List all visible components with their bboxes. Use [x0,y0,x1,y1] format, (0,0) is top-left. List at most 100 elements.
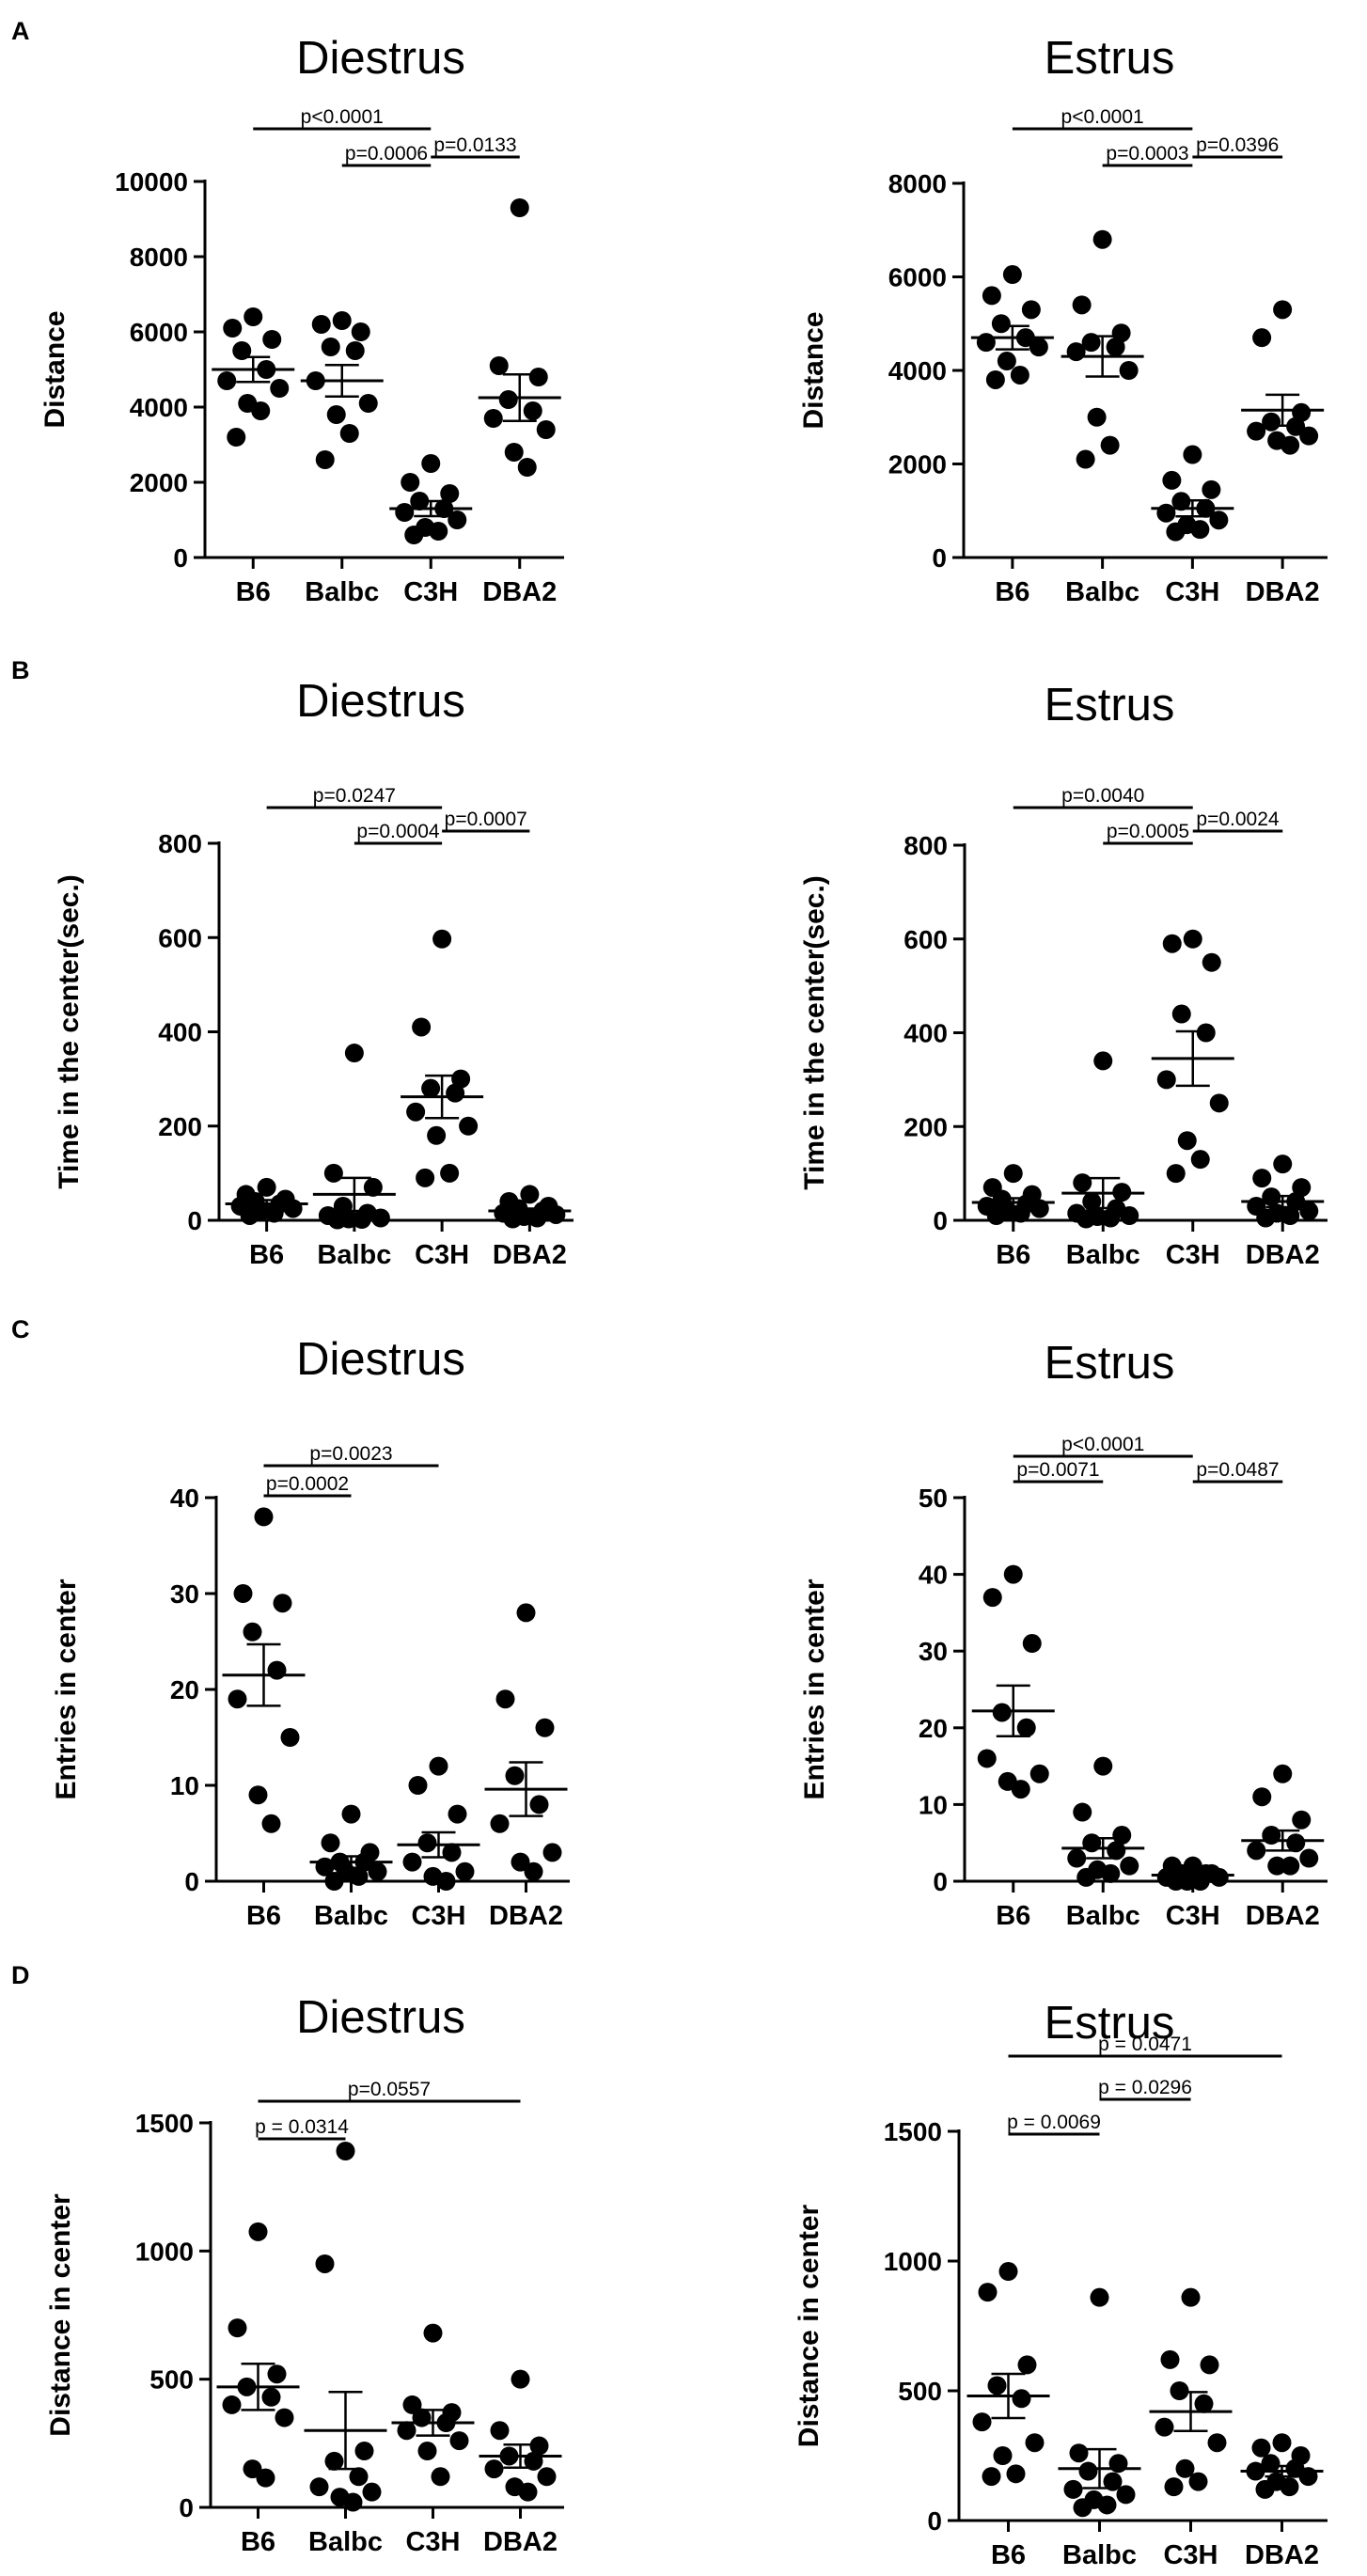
y-axis-label: Entries in center [799,1579,830,1799]
data-point [406,1102,426,1122]
data-point [339,424,359,443]
x-tick-label: Balbc [305,577,379,607]
x-tick-label: Balbc [1062,2540,1137,2570]
data-point [1069,2443,1089,2463]
data-point [1166,522,1186,542]
data-point [1017,2355,1037,2375]
data-point [1261,2454,1281,2474]
data-point [248,1785,268,1805]
data-point [1209,1093,1229,1113]
data-point [1073,2498,1092,2518]
data-point [1076,1867,1096,1887]
data-point [1082,1192,1102,1212]
data-point [431,2467,450,2487]
data-point [1252,328,1272,348]
data-point [1183,445,1202,464]
data-point [524,1861,543,1881]
y-tick-label: 1500 [884,2117,942,2146]
data-point [1073,1173,1092,1193]
y-tick-label: 4000 [888,356,947,385]
data-point [546,1204,566,1224]
data-point [520,1185,540,1204]
data-point [1247,421,1266,441]
data-point [1162,934,1182,953]
x-tick-label: DBA2 [1246,1901,1320,1931]
p-value-label: p<0.0001 [1061,106,1144,128]
data-point [1072,295,1092,315]
data-point [1093,1051,1113,1071]
data-point [1016,1718,1036,1737]
data-point [1299,426,1319,446]
data-point [351,322,370,341]
panel-letter: A [11,17,30,45]
data-point [1247,1841,1266,1861]
data-point [1190,1150,1210,1170]
data-point [1087,407,1107,427]
data-point [1280,2477,1299,2497]
data-point [1076,1209,1096,1229]
p-value-label: p = 0.0314 [255,2116,349,2138]
y-tick-label: 0 [187,1206,202,1235]
data-point [261,1814,281,1833]
x-tick-label: Balbc [314,1901,388,1931]
x-tick-label: B6 [236,577,271,607]
data-point [267,2364,287,2384]
data-point [982,1588,1002,1608]
data-point [1273,1154,1293,1174]
data-point [1120,1856,1139,1876]
data-point [243,1622,262,1641]
y-tick-label: 6000 [888,263,947,292]
y-tick-label: 0 [932,543,947,573]
data-point [1093,1756,1113,1776]
data-point [1116,2485,1136,2505]
data-point [336,2141,355,2160]
data-point [1106,338,1125,357]
y-axis-label: Distance in center [45,2193,76,2437]
data-point [976,333,996,353]
data-point [440,1163,460,1183]
data-point [1299,1848,1319,1868]
p-value-label: p=0.0002 [266,1473,349,1495]
data-point [228,1689,247,1709]
data-point [1175,2458,1195,2478]
y-tick-label: 600 [903,925,948,954]
data-point [270,379,290,398]
data-point [397,2421,416,2441]
y-tick-label: 1000 [135,2237,194,2266]
data-point [423,2323,443,2343]
data-point [402,1852,422,1872]
data-point [446,1083,465,1103]
y-tick-label: 10 [919,1790,948,1819]
data-point [1120,1206,1139,1226]
data-point [1170,2381,1189,2400]
x-tick-label: Balbc [1066,1240,1140,1270]
data-point [324,2451,344,2471]
data-point [352,1209,371,1229]
x-tick-label: B6 [996,1901,1030,1931]
p-value-label: p=0.0006 [345,143,428,165]
chart-0: A Diestrus Distance 0 2000 4000 6000 8000 10000 B… [11,17,564,607]
data-point [542,1843,562,1862]
p-value-label: p=0.0003 [1106,143,1188,165]
chart-title: Estrus [1045,1998,1175,2049]
data-point [354,2442,374,2461]
data-point [1097,2495,1117,2515]
y-tick-label: 30 [170,1579,199,1609]
y-tick-label: 800 [158,829,202,858]
y-tick-label: 1500 [135,2109,194,2138]
chart-title: Diestrus [296,33,465,84]
chart-7: Estrus Distance in center 0 500 1000 1500 B6 Ba… [793,1998,1328,2570]
data-point [998,2262,1018,2282]
y-tick-label: 400 [158,1018,202,1047]
data-point [1292,1178,1312,1198]
data-point [256,2468,275,2488]
data-point [432,929,452,949]
data-point [324,1872,344,1891]
y-tick-label: 8000 [130,243,188,272]
data-point [261,2387,281,2407]
data-point [1196,1023,1216,1043]
y-tick-label: 200 [158,1112,202,1141]
data-point [997,352,1016,371]
x-tick-label: B6 [996,1240,1030,1270]
